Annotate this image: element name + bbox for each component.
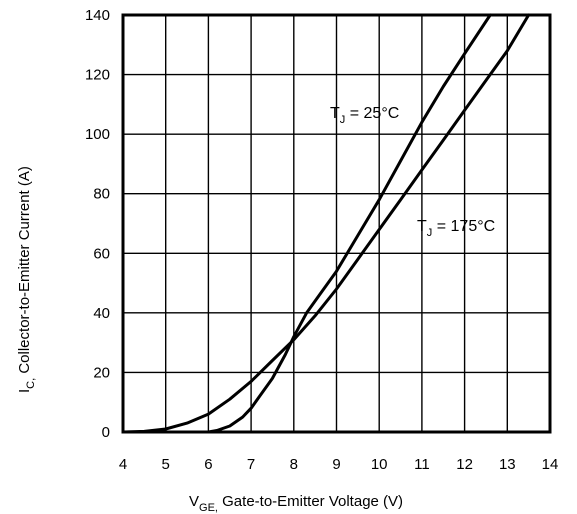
- series-label-25c-main: T: [330, 105, 340, 122]
- y-tick-label: 60: [93, 245, 110, 262]
- y-tick-label: 80: [93, 186, 110, 203]
- x-tick-label: 13: [499, 456, 516, 473]
- series-label-175c-sub: J: [427, 227, 433, 239]
- y-axis-title-sub: C,: [25, 378, 37, 389]
- series-label-175c: TJ = 175°C: [417, 218, 495, 239]
- x-tick-label: 4: [119, 456, 127, 473]
- x-tick-label: 10: [371, 456, 388, 473]
- y-tick-label: 20: [93, 364, 110, 381]
- series-label-25c-rest: = 25°C: [345, 105, 399, 122]
- x-tick-label: 12: [456, 456, 473, 473]
- x-tick-label: 8: [290, 456, 298, 473]
- series-label-175c-rest: = 175°C: [432, 218, 495, 235]
- series-label-25c-sub: J: [340, 114, 346, 126]
- series-label-25c: TJ = 25°C: [330, 105, 399, 126]
- x-axis-title-sub: GE,: [199, 502, 218, 514]
- y-axis-title-main: I: [16, 389, 33, 393]
- y-tick-label: 100: [85, 126, 110, 143]
- x-axis-title: VGE, Gate-to-Emitter Voltage (V): [189, 493, 403, 514]
- series-label-175c-main: T: [417, 218, 427, 235]
- series-line-175c: [121, 13, 531, 434]
- x-tick-label: 5: [162, 456, 170, 473]
- x-axis-title-rest: Gate-to-Emitter Voltage (V): [218, 493, 403, 510]
- x-tick-label: 9: [332, 456, 340, 473]
- grid-lines: [123, 15, 550, 432]
- y-tick-label: 0: [102, 424, 110, 441]
- x-tick-label: 14: [542, 456, 559, 473]
- y-axis-title: IC, Collector-to-Emitter Current (A): [16, 166, 37, 393]
- x-tick-label: 6: [204, 456, 212, 473]
- y-tick-label: 140: [85, 7, 110, 24]
- plot-frame: [121, 13, 552, 434]
- y-axis-title-rest: Collector-to-Emitter Current (A): [16, 166, 33, 378]
- x-tick-label: 7: [247, 456, 255, 473]
- y-tick-label: 40: [93, 305, 110, 322]
- y-tick-label: 120: [85, 67, 110, 84]
- x-axis-title-main: V: [189, 493, 199, 510]
- x-tick-label: 11: [414, 456, 430, 473]
